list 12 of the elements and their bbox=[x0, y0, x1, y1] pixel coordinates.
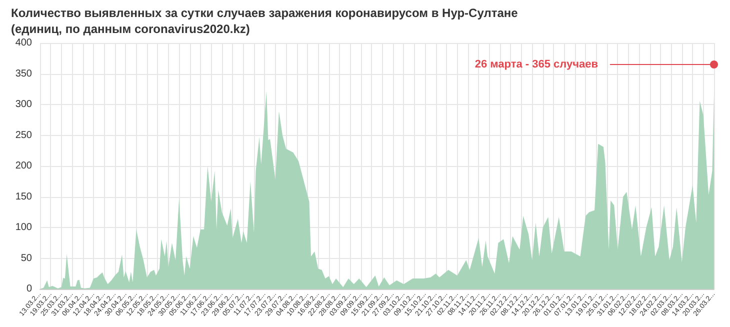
chart-title: Количество выявленных за сутки случаев заражения коронавирусом в Нур-Султане bbox=[11, 6, 518, 20]
y-tick-label: 200 bbox=[15, 160, 32, 172]
y-tick-label: 300 bbox=[15, 99, 32, 110]
y-tick-label: 400 bbox=[15, 38, 32, 48]
y-tick-label: 250 bbox=[15, 130, 32, 141]
y-tick-label: 100 bbox=[15, 222, 32, 233]
y-tick-label: 50 bbox=[20, 252, 32, 264]
chart-subtitle: (единиц, по данным coronavirus2020.kz) bbox=[11, 22, 250, 36]
y-tick-label: 150 bbox=[15, 191, 32, 202]
y-tick-label: 0 bbox=[26, 284, 32, 294]
annotation: 26 марта - 365 случаев bbox=[474, 58, 598, 71]
y-tick-label: 350 bbox=[15, 68, 32, 80]
